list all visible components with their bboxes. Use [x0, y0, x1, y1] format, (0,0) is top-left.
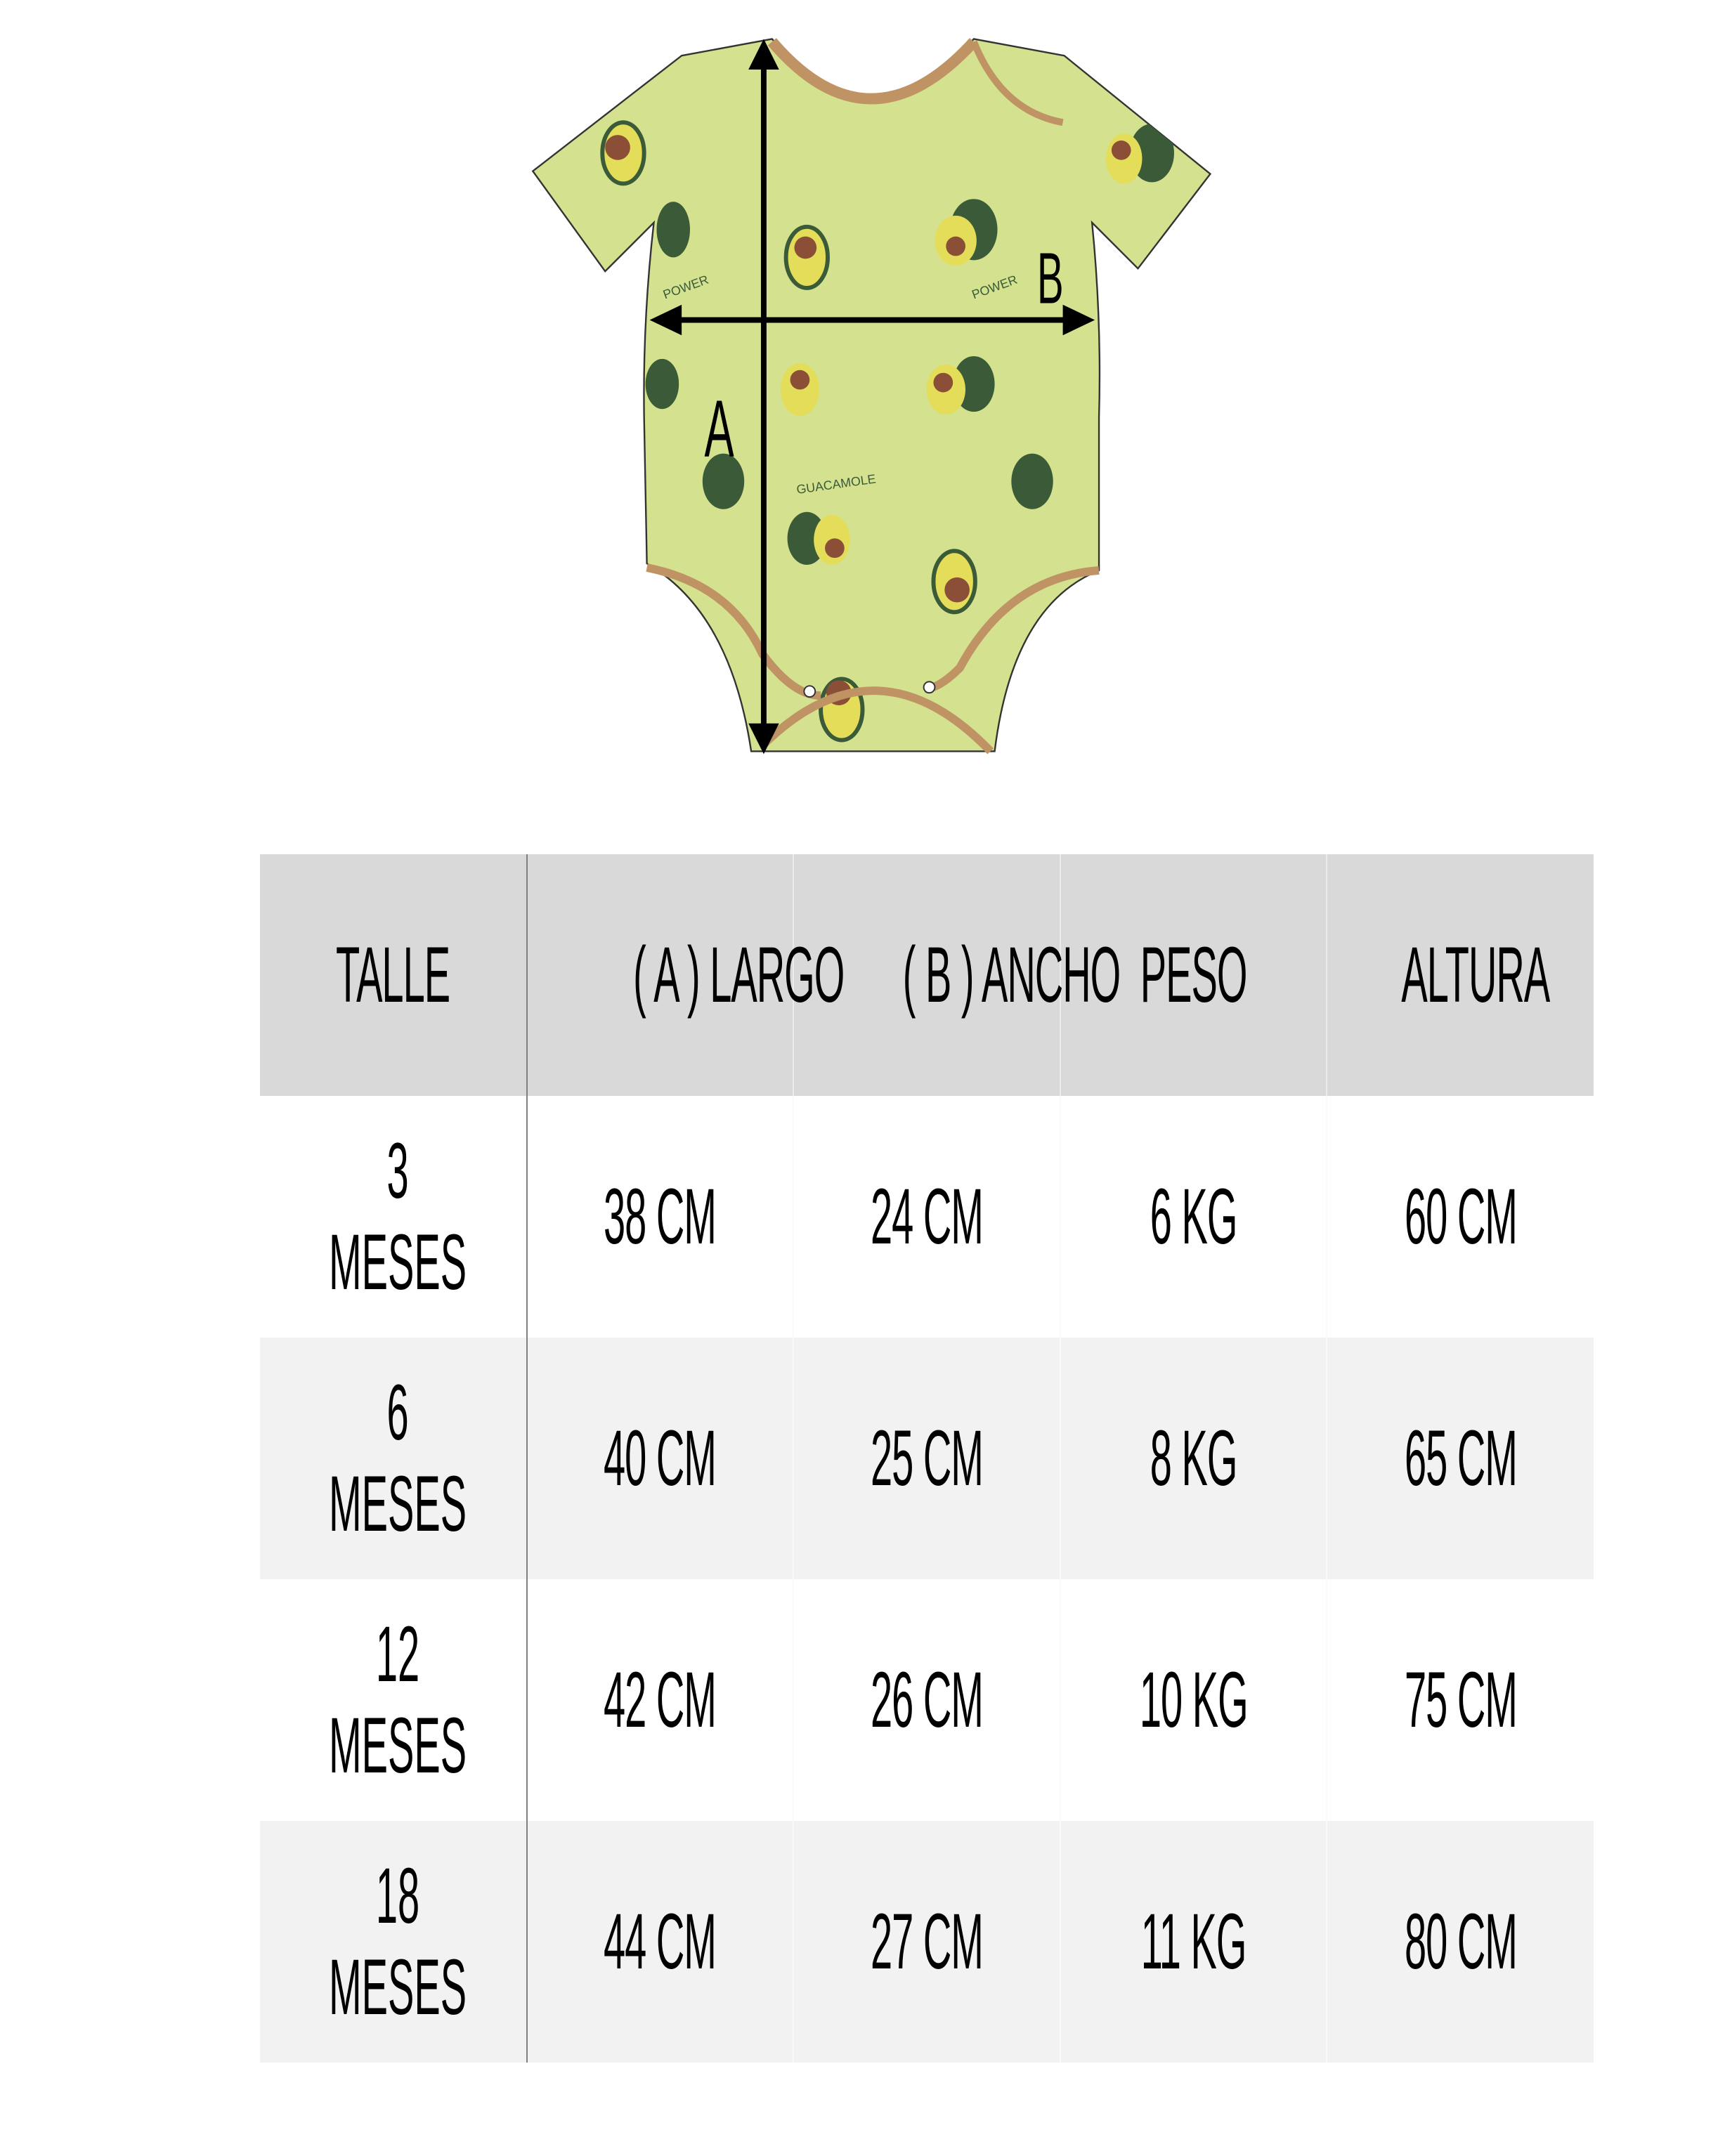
avocado-icon: [787, 511, 850, 566]
avocado-icon: [1011, 453, 1053, 509]
cell-talle: 6 MESES: [260, 1338, 528, 1579]
cell-talle: 3 MESES: [260, 1096, 528, 1338]
avocado-icon: [645, 358, 679, 410]
header-ancho: ( B ) ANCHO: [793, 854, 1121, 1096]
cell-altura: 60 CM: [1326, 1096, 1594, 1338]
cell-largo: 42 CM: [526, 1579, 794, 1821]
cell-largo: 38 CM: [526, 1096, 794, 1338]
cell-talle: 12 MESES: [260, 1579, 528, 1821]
header-talle: TALLE: [260, 854, 528, 1096]
table-row: 3 MESES 38 CM 24 CM 6 KG 60 CM: [260, 1096, 1594, 1338]
header-peso: PESO: [1059, 854, 1327, 1096]
cell-ancho: 27 CM: [793, 1821, 1060, 2063]
cell-altura: 75 CM: [1326, 1579, 1594, 1821]
cell-peso: 8 KG: [1059, 1338, 1327, 1579]
avocado-icon: [935, 199, 998, 266]
avocado-icon: [702, 453, 745, 509]
cell-peso: 10 KG: [1059, 1579, 1327, 1821]
table-header-row: TALLE ( A ) LARGO ( B ) ANCHO PESO ALTUR…: [260, 854, 1594, 1096]
cell-ancho: 26 CM: [793, 1579, 1060, 1821]
shoulder-trim: [970, 40, 1064, 126]
header-altura: ALTURA: [1326, 854, 1594, 1096]
bodysuit-diagram: POWER POWER GUACAMOLE A B: [531, 38, 1212, 754]
size-chart-table: TALLE ( A ) LARGO ( B ) ANCHO PESO ALTUR…: [260, 854, 1594, 2063]
cell-largo: 40 CM: [526, 1338, 794, 1579]
leg-trim-left: [646, 563, 821, 700]
table-row: 6 MESES 40 CM 25 CM 8 KG 65 CM: [260, 1338, 1594, 1579]
cell-largo: 44 CM: [526, 1821, 794, 2063]
cell-talle: 18 MESES: [260, 1821, 528, 2063]
label-b: B: [1037, 238, 1064, 319]
snap-button: [803, 685, 816, 698]
leg-trim-right: [925, 566, 1100, 693]
avocado-icon: [1105, 124, 1174, 184]
label-a: A: [705, 383, 734, 473]
cell-peso: 11 KG: [1059, 1821, 1327, 2063]
table-row: 12 MESES 42 CM 26 CM 10 KG 75 CM: [260, 1579, 1594, 1821]
cell-peso: 6 KG: [1059, 1096, 1327, 1338]
crotch-trim: [759, 686, 994, 754]
neck-trim: [767, 38, 978, 105]
header-largo: ( A ) LARGO: [526, 854, 845, 1096]
avocado-icon: [780, 362, 820, 417]
avocado-icon: [931, 549, 977, 615]
measure-arrow-b: [649, 304, 1095, 336]
avocado-icon: [926, 355, 995, 415]
avocado-icon: [600, 120, 646, 186]
cell-ancho: 25 CM: [793, 1338, 1060, 1579]
avocado-icon: [656, 202, 690, 258]
cell-ancho: 24 CM: [793, 1096, 1060, 1338]
measure-arrow-a: [748, 39, 779, 754]
avocado-icon: [783, 224, 830, 290]
table-row: 18 MESES 44 CM 27 CM 11 KG 80 CM: [260, 1821, 1594, 2063]
cell-altura: 65 CM: [1326, 1338, 1594, 1579]
cell-altura: 80 CM: [1326, 1821, 1594, 2063]
snap-button: [923, 681, 936, 694]
